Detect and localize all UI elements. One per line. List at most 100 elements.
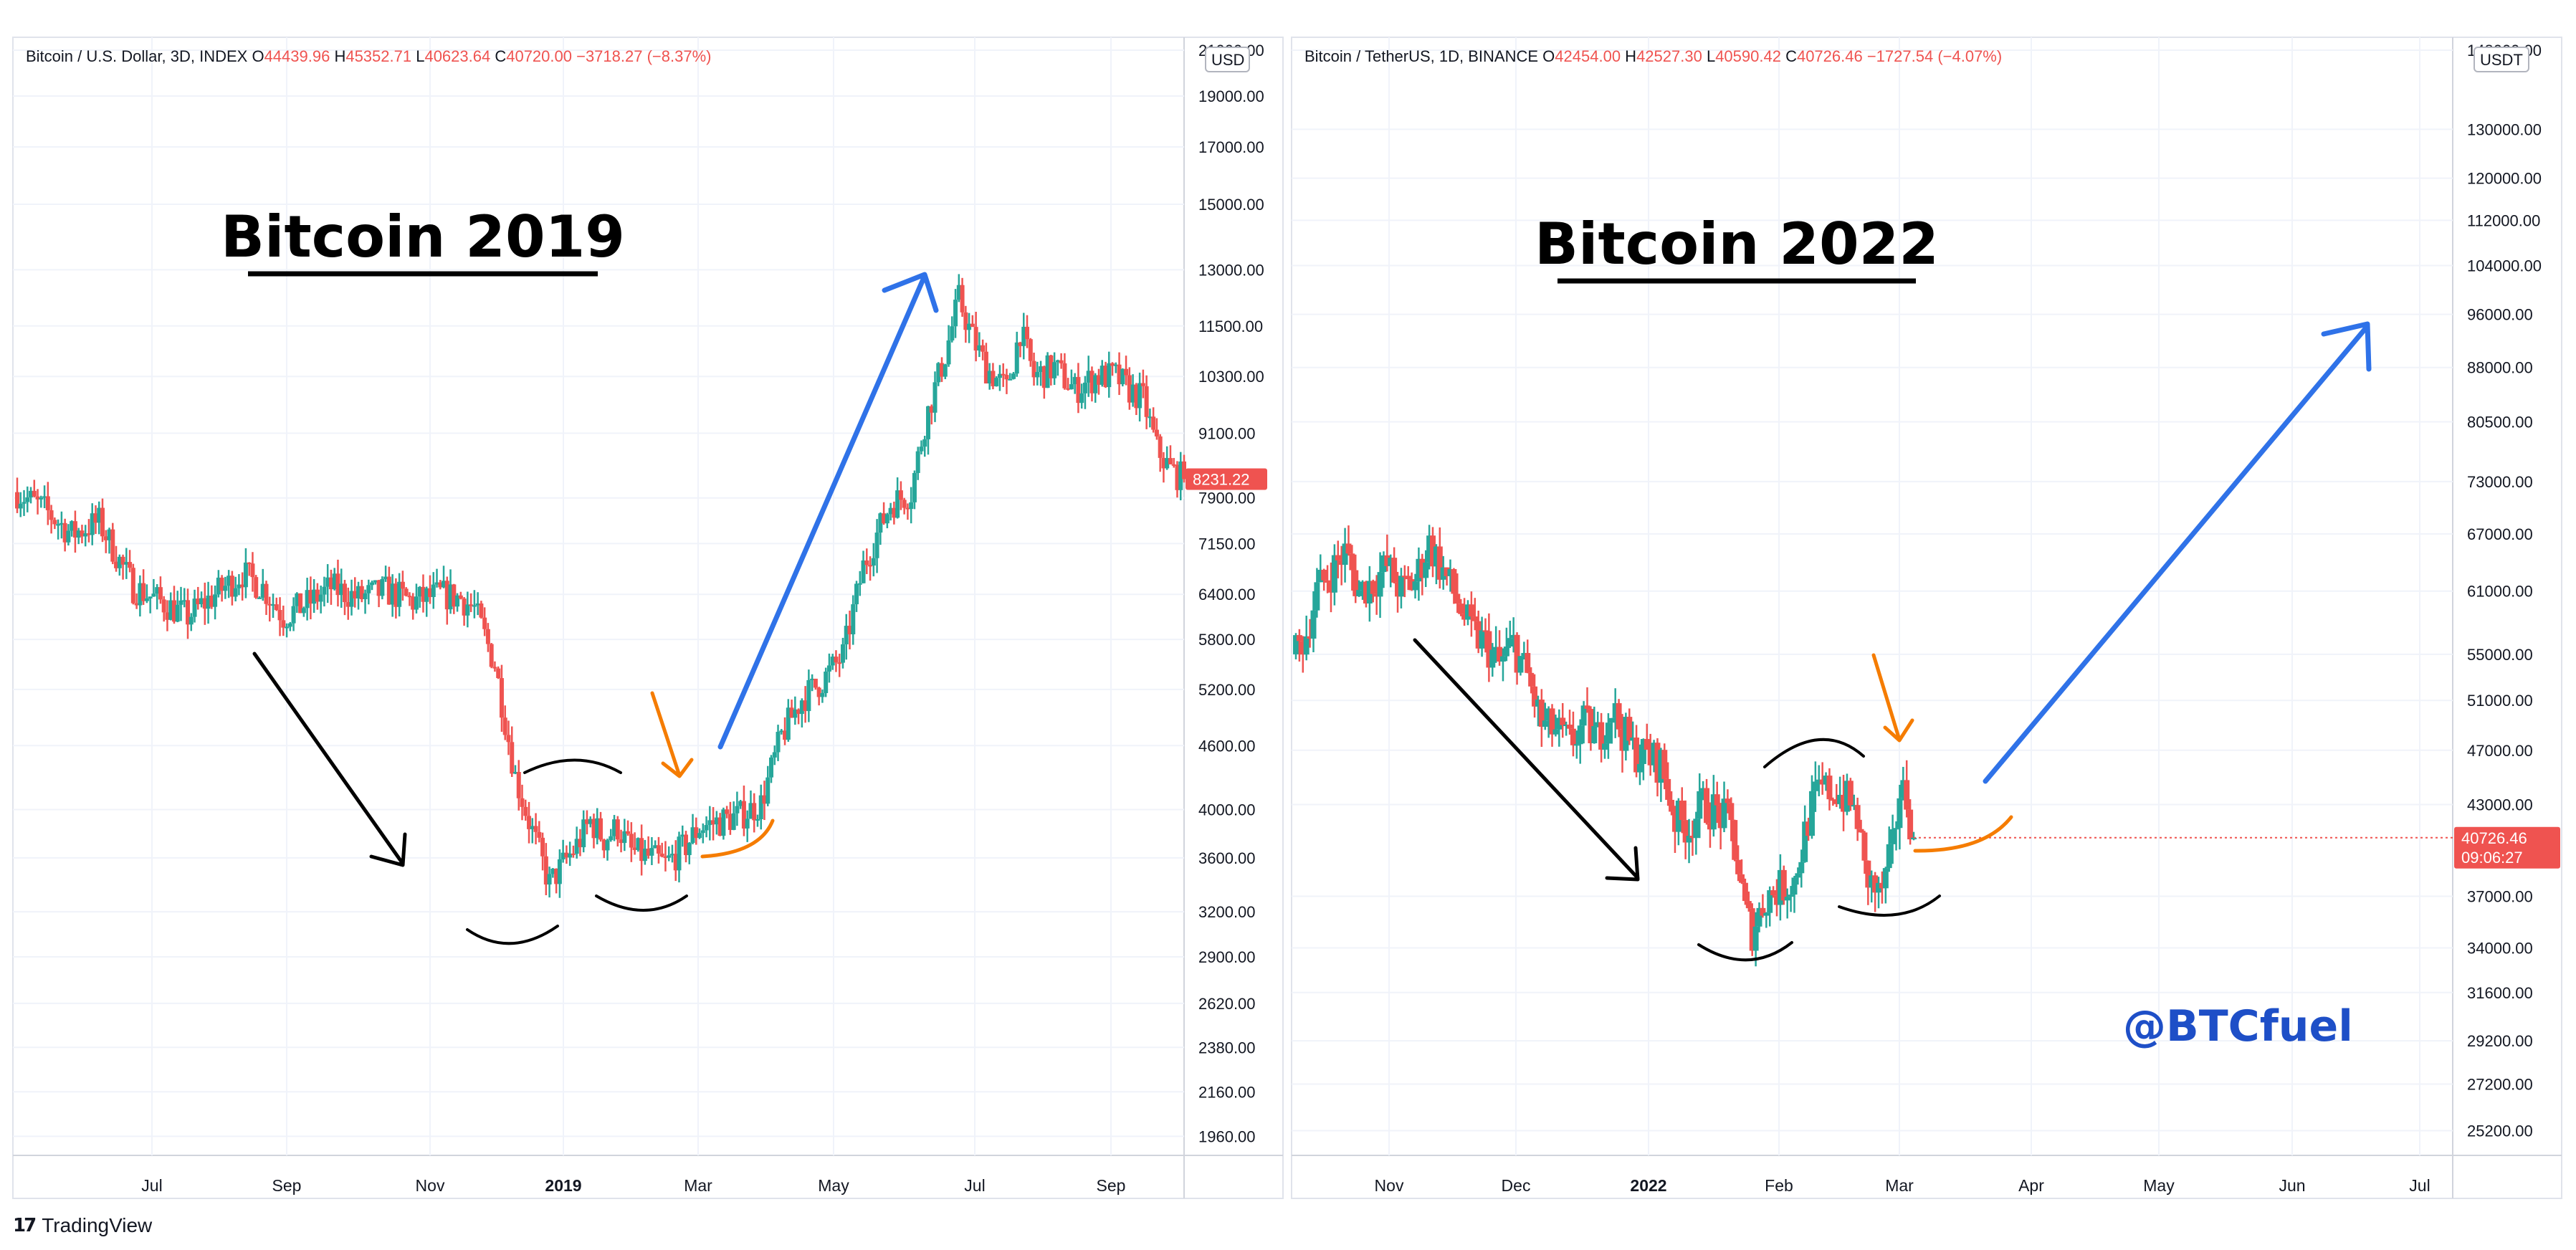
candle-body xyxy=(677,836,682,871)
candle-body xyxy=(560,852,566,859)
candle-body xyxy=(1018,342,1023,346)
y-tick-label: 13000.00 xyxy=(1198,261,1264,279)
candle-body xyxy=(956,285,961,300)
candle-body xyxy=(1847,781,1854,806)
candle-body xyxy=(1630,738,1636,741)
blue-rally-arrow xyxy=(717,272,939,750)
candle-body xyxy=(1299,641,1306,655)
candle-body xyxy=(940,363,945,377)
candle-body xyxy=(496,668,501,679)
candle-body xyxy=(165,612,170,620)
candle-body xyxy=(745,819,750,829)
candle-body xyxy=(810,678,815,680)
candle-body xyxy=(1837,794,1843,804)
candle-body xyxy=(1444,567,1450,576)
candle-body xyxy=(1412,581,1418,591)
candle-body xyxy=(462,598,467,616)
chart-title: Bitcoin 2019 xyxy=(221,204,625,270)
candle-body xyxy=(56,524,61,526)
candle-body xyxy=(1086,371,1091,383)
candle-body xyxy=(871,558,876,566)
x-tick-label: Mar xyxy=(1885,1176,1914,1195)
candle-body xyxy=(758,795,763,819)
y-tick-label: 25200.00 xyxy=(2467,1122,2533,1140)
candle-body xyxy=(824,672,829,693)
candle-body xyxy=(339,583,344,596)
candle-body xyxy=(315,589,320,602)
candle-body xyxy=(963,312,968,330)
last-price-label: 40726.46 xyxy=(2461,829,2527,847)
candle-body xyxy=(1584,705,1590,710)
candle-body xyxy=(1066,388,1071,390)
y-tick-label: 11500.00 xyxy=(1198,318,1263,335)
candle-body xyxy=(151,593,156,597)
y-tick-label: 3600.00 xyxy=(1198,849,1256,867)
candle-body xyxy=(919,447,924,452)
candle-body xyxy=(776,732,781,753)
candle-body xyxy=(66,530,71,543)
x-tick-label: Mar xyxy=(684,1176,712,1195)
chart-frame xyxy=(12,37,1284,1199)
candle-body xyxy=(543,856,548,885)
candle-body xyxy=(1577,725,1583,745)
bottom-arc-2 xyxy=(595,894,688,912)
candle-body xyxy=(1497,647,1503,662)
candle-body xyxy=(178,600,183,605)
y-tick-label: 17000.00 xyxy=(1198,138,1264,156)
candle-body xyxy=(806,679,811,712)
candle-body xyxy=(213,594,218,607)
candle-body xyxy=(595,818,600,839)
candle-body xyxy=(1072,377,1077,385)
header-value: 45352.71 xyxy=(345,47,416,65)
candle-body xyxy=(1552,729,1559,735)
candle-body xyxy=(1616,703,1622,730)
candle-body xyxy=(642,849,647,862)
candle-body xyxy=(851,604,856,635)
x-tick-label: Nov xyxy=(416,1176,445,1195)
candle-body xyxy=(240,584,245,588)
candle-body xyxy=(755,819,760,821)
candle-body xyxy=(130,568,135,603)
y-tick-label: 4000.00 xyxy=(1198,801,1256,819)
y-tick-label: 7900.00 xyxy=(1198,490,1256,507)
candle-body xyxy=(1507,638,1513,647)
candle-body xyxy=(1602,743,1608,750)
candle-body xyxy=(264,583,269,604)
candle-body xyxy=(1717,805,1724,829)
candle-body xyxy=(834,657,839,663)
candle-body xyxy=(1317,569,1324,583)
candle-body xyxy=(902,500,907,508)
candle-body xyxy=(318,594,323,602)
candle-body xyxy=(1714,794,1720,806)
candle-body xyxy=(639,838,644,862)
y-tick-label: 37000.00 xyxy=(2467,887,2533,905)
candle-body xyxy=(1296,635,1302,641)
candle-body xyxy=(1742,882,1748,902)
candle-body xyxy=(1795,873,1801,878)
candle-body xyxy=(523,806,528,816)
candle-body xyxy=(1440,567,1446,580)
y-tick-label: 3200.00 xyxy=(1198,903,1256,921)
candle-body xyxy=(237,584,242,588)
candle-body xyxy=(359,586,364,599)
candle-body xyxy=(301,608,306,614)
candle-body xyxy=(1805,821,1812,836)
candle-body xyxy=(1335,555,1341,560)
candle-body xyxy=(427,588,432,597)
header-value: L xyxy=(1707,47,1715,65)
candle-body xyxy=(229,576,234,597)
candle-body xyxy=(1049,355,1054,378)
candle-body xyxy=(444,581,449,610)
header-value: H xyxy=(334,47,345,65)
y-tick-label: 130000.00 xyxy=(2467,120,2542,138)
tradingview-footer[interactable]: 17 TradingView xyxy=(13,1211,152,1240)
candle-body xyxy=(578,839,583,848)
y-tick-label: 96000.00 xyxy=(2467,306,2533,324)
candle-body xyxy=(1416,558,1422,582)
candle-body xyxy=(1549,708,1555,735)
candle-body xyxy=(991,371,996,386)
candle-body xyxy=(571,853,576,855)
header-value: Bitcoin / U.S. Dollar, 3D, INDEX xyxy=(26,47,252,65)
currency-badge xyxy=(1205,47,1250,72)
candle-body xyxy=(80,530,85,537)
